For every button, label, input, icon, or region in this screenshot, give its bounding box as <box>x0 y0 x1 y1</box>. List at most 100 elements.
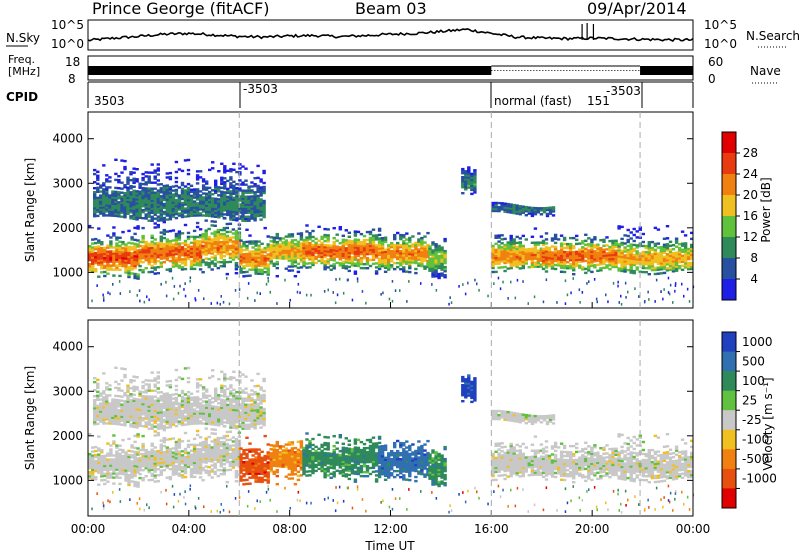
power-cell <box>201 248 205 252</box>
velocity-cell <box>299 474 304 477</box>
power-cell <box>620 249 624 253</box>
power-cell <box>296 256 301 259</box>
velocity-cell <box>186 439 191 443</box>
power-cell <box>153 266 157 269</box>
velocity-cell <box>257 456 261 459</box>
velocity-cell <box>192 451 197 455</box>
power-cell <box>150 171 154 174</box>
power-cell <box>115 248 119 251</box>
power-cell <box>599 255 603 258</box>
power-cell <box>220 192 224 195</box>
power-cell <box>683 250 688 253</box>
velocity-cell <box>189 463 194 467</box>
power-cell <box>390 244 394 247</box>
power-cell <box>156 252 160 255</box>
power-cell <box>121 250 125 254</box>
velocity-cell <box>302 448 306 452</box>
power-cell <box>533 241 538 244</box>
velocity-cell <box>174 460 179 464</box>
velocity-cell <box>251 468 255 471</box>
velocity-cell <box>234 476 239 479</box>
power-cell <box>241 201 245 204</box>
power-cell <box>192 212 197 215</box>
velocity-cell <box>195 459 200 463</box>
power-cell <box>510 280 512 284</box>
velocity-cell <box>293 446 298 450</box>
power-cell <box>225 260 229 264</box>
power-cell <box>393 233 397 237</box>
power-cell <box>225 234 229 238</box>
power-cell <box>464 172 468 175</box>
power-cell <box>596 255 600 258</box>
power-cell <box>509 254 513 258</box>
power-cell <box>411 251 415 254</box>
velocity-cell <box>222 446 226 450</box>
power-cell <box>259 208 263 211</box>
power-cell <box>629 257 633 260</box>
power-cell <box>539 249 544 252</box>
power-cell <box>515 259 519 263</box>
power-cell <box>377 241 382 244</box>
power-cell <box>165 192 169 195</box>
velocity-cell <box>112 460 116 463</box>
power-cell <box>156 163 160 166</box>
power-cell <box>536 207 541 210</box>
power-cell <box>96 214 100 218</box>
power-cell <box>272 248 276 251</box>
power-cell <box>317 225 321 228</box>
power-cell <box>108 208 112 211</box>
power-cell <box>437 274 441 278</box>
power-cell <box>192 263 197 267</box>
power-cell <box>234 254 239 257</box>
power-cell <box>260 270 264 274</box>
cpid-seg-2: -3503 <box>243 82 278 96</box>
velocity-cell <box>103 468 107 472</box>
power-cell <box>674 251 679 254</box>
power-cell <box>232 206 236 210</box>
power-cell <box>515 206 519 209</box>
power-cell <box>467 182 471 185</box>
velocity-cell <box>109 450 113 453</box>
velocity-cell <box>242 483 246 486</box>
velocity-cell <box>112 468 116 471</box>
velocity-cell <box>248 442 252 445</box>
power-cell <box>192 235 197 239</box>
power-cell <box>434 257 438 260</box>
power-cell <box>91 238 95 241</box>
power-cell <box>222 247 226 250</box>
power-cell <box>659 268 664 271</box>
velocity-cell <box>156 474 160 477</box>
velocity-cell <box>133 464 137 468</box>
power-cell <box>500 252 504 255</box>
power-cell <box>241 209 245 212</box>
power-cell <box>127 269 131 273</box>
velocity-cell <box>263 458 267 462</box>
velocity-cell <box>257 466 261 469</box>
power-cell <box>503 257 507 261</box>
power-cell <box>133 242 137 246</box>
power-cell <box>109 292 111 296</box>
power-cell <box>602 252 606 255</box>
power-cell <box>544 260 549 263</box>
power-cell <box>88 269 92 272</box>
power-cell <box>287 259 291 262</box>
velocity-cell <box>275 440 279 444</box>
power-cell <box>121 242 125 246</box>
power-cell <box>521 244 525 248</box>
power-cell <box>219 255 223 258</box>
power-cell <box>162 206 166 210</box>
velocity-cell <box>183 469 188 473</box>
power-cell <box>443 249 447 253</box>
power-cell <box>320 259 324 263</box>
power-cell <box>138 202 142 205</box>
velocity-cell <box>165 460 169 463</box>
power-cell <box>174 190 179 194</box>
power-cell <box>159 263 163 266</box>
power-cell <box>141 194 145 198</box>
power-cell <box>133 246 137 250</box>
power-cell <box>377 233 382 237</box>
velocity-cell <box>305 446 309 449</box>
power-cell <box>506 243 510 246</box>
velocity-cell <box>159 445 163 448</box>
power-cell <box>281 241 285 244</box>
